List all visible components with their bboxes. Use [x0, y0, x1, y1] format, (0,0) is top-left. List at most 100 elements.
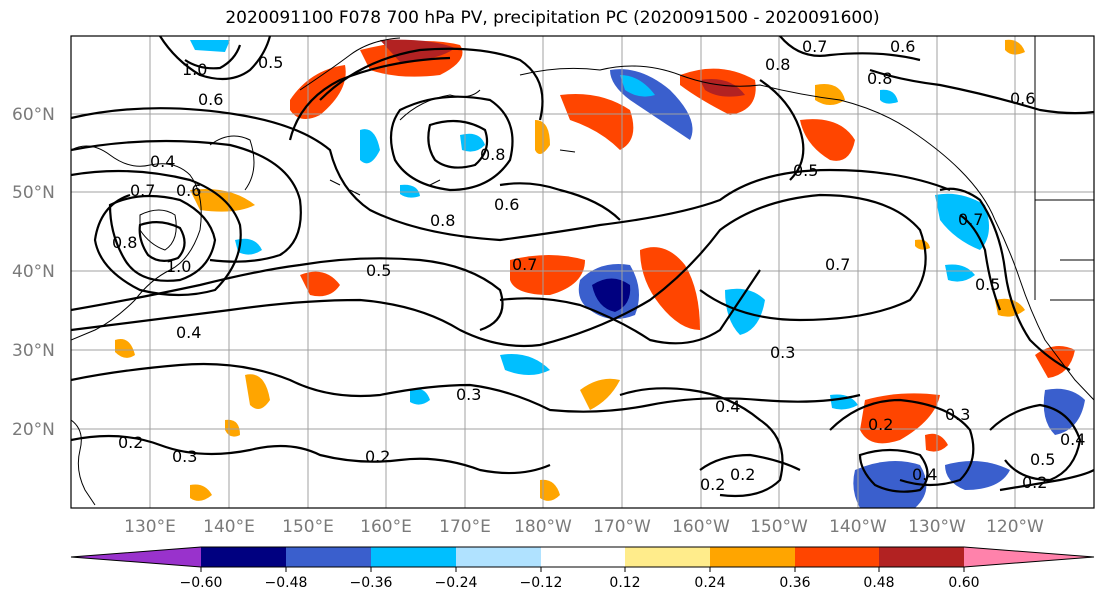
precip-patch-pos [560, 94, 634, 150]
map-frame [70, 35, 1095, 509]
pv-contours [71, 36, 1094, 498]
latitude-label: 50°N [12, 183, 55, 203]
contour-label: 0.5 [975, 275, 1000, 294]
precip-patch-pos [995, 298, 1025, 317]
colorbar-segment [795, 547, 879, 567]
contour-label: 0.5 [793, 161, 818, 180]
precip-patch-pos [540, 479, 560, 501]
contour-label: 0.3 [456, 385, 481, 404]
longitude-label: 150°E [282, 517, 334, 537]
contour-label: 0.2 [868, 415, 893, 434]
colorbar-tick-label: −0.60 [180, 575, 223, 591]
precip-patch-pos [190, 189, 255, 212]
precip-patch-neg [945, 264, 975, 282]
precip-patch-neg [592, 278, 631, 312]
contour-label: 0.4 [150, 152, 175, 171]
longitude-label: 160°E [360, 517, 412, 537]
longitude-label: 130°E [124, 517, 176, 537]
longitude-label: 170°W [593, 517, 651, 537]
longitude-label: 150°W [750, 517, 808, 537]
colorbar-tick-label: −0.36 [350, 575, 393, 591]
longitude-labels: 130°E 140°E 150°E 160°E 170°E 180°W 170°… [124, 517, 1044, 537]
precip-patch-neg [620, 75, 655, 97]
precip-patch-pos [860, 393, 940, 444]
contour-label: 0.6 [494, 195, 519, 214]
coastlines [71, 36, 1094, 506]
colorbar-segment [71, 547, 201, 567]
colorbar-segment [541, 547, 625, 567]
precip-patch-pos [640, 247, 700, 330]
contour-label: 1.0 [166, 257, 191, 276]
longitude-label: 130°W [908, 517, 966, 537]
precip-patch-pos [290, 65, 346, 119]
latitude-label: 60°N [12, 105, 55, 125]
colorbar-segment [286, 547, 371, 567]
contour-labels: 1.0 0.6 0.5 0.4 0.7 0.6 0.8 1.0 0.8 0.5 … [112, 37, 1085, 494]
longitude-label: 140°W [829, 517, 887, 537]
precip-patch-neg [853, 461, 927, 508]
contour-label: 0.2 [730, 465, 755, 484]
contour-label: 1.0 [182, 60, 207, 79]
contour-label: 0.2 [118, 433, 143, 452]
precip-patch-pos [115, 339, 135, 358]
contour-label: 0.3 [172, 447, 197, 466]
precip-patch-neg [400, 184, 420, 198]
colorbar-tick-label: 0.12 [609, 575, 640, 591]
contour-label: 0.6 [198, 90, 223, 109]
precip-patch-pos [800, 119, 855, 161]
longitude-label: 160°W [672, 517, 730, 537]
colorbar-segment [371, 547, 456, 567]
contour-label: 0.7 [512, 255, 537, 274]
colorbar-tick-label: 0.48 [863, 575, 894, 591]
precip-patch-neg [360, 129, 380, 164]
contour-label: 0.6 [176, 181, 201, 200]
longitude-label: 180°W [514, 517, 572, 537]
colorbar-tick-label: 0.60 [948, 575, 979, 591]
precip-patch-neg [880, 89, 898, 104]
precip-patch-pos [580, 378, 620, 410]
contour-label: 0.5 [1030, 450, 1055, 469]
latitude-label: 30°N [12, 341, 55, 361]
latitude-label: 40°N [12, 262, 55, 282]
latitude-label: 20°N [12, 420, 55, 440]
precip-patch-neg [410, 388, 430, 405]
contour-label: 0.2 [365, 447, 390, 466]
contour-label: 0.6 [1010, 89, 1035, 108]
contour-label: 0.4 [715, 397, 740, 416]
contour-label: 0.7 [802, 37, 827, 56]
precip-patch-neg [945, 461, 1010, 490]
contour-label: 0.3 [945, 405, 970, 424]
colorbar-tick-label: −0.24 [435, 575, 478, 591]
colorbar-tick-label: −0.12 [520, 575, 563, 591]
longitude-label: 170°E [439, 517, 491, 537]
contour-label: 0.2 [1022, 473, 1047, 492]
contour-label: 0.2 [700, 475, 725, 494]
precip-patch-pos [300, 271, 340, 297]
colorbar: −0.60 −0.48 −0.36 −0.24 −0.12 0.12 0.24 … [70, 546, 1095, 591]
contour-label: 0.7 [825, 255, 850, 274]
precip-patch-neg [235, 238, 262, 255]
colorbar-segment [964, 547, 1094, 567]
colorbar-segment [625, 547, 710, 567]
longitude-label: 120°W [986, 517, 1044, 537]
contour-label: 0.7 [130, 181, 155, 200]
colorbar-tick-label: 0.24 [694, 575, 725, 591]
colorbar-segment [201, 547, 286, 567]
colorbar-segment [456, 547, 541, 567]
graticule [71, 36, 1094, 508]
contour-label: 0.3 [770, 343, 795, 362]
contour-label: 0.6 [890, 37, 915, 56]
contour-label: 0.7 [958, 210, 983, 229]
contour-label: 0.4 [912, 465, 937, 484]
precip-patch-pos [915, 239, 930, 250]
colorbar-segment [710, 547, 795, 567]
precip-patch-neg [500, 354, 550, 375]
map-title: 2020091100 F078 700 hPa PV, precipitatio… [225, 8, 880, 28]
contour-label: 0.4 [176, 323, 201, 342]
contour-label: 0.8 [480, 145, 505, 164]
colorbar-segment [879, 547, 964, 567]
contour-label: 0.8 [112, 233, 137, 252]
precip-patch-pos [510, 255, 585, 295]
precip-patch-neg [190, 40, 230, 52]
